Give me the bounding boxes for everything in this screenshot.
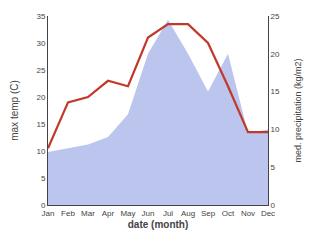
svg-text:med. precipitation (kg/m2): med. precipitation (kg/m2) <box>293 58 303 162</box>
svg-text:25: 25 <box>36 66 45 75</box>
svg-text:20: 20 <box>271 50 280 59</box>
svg-text:25: 25 <box>271 12 280 21</box>
svg-text:30: 30 <box>36 39 45 48</box>
svg-text:Oct: Oct <box>222 209 235 218</box>
svg-text:Nov: Nov <box>241 209 255 218</box>
svg-text:Apr: Apr <box>102 209 115 218</box>
svg-text:10: 10 <box>36 147 45 156</box>
svg-text:20: 20 <box>36 93 45 102</box>
svg-text:5: 5 <box>271 163 276 172</box>
svg-text:Jul: Jul <box>163 209 173 218</box>
svg-text:15: 15 <box>271 87 280 96</box>
svg-text:Jan: Jan <box>42 209 55 218</box>
svg-text:Jun: Jun <box>142 209 155 218</box>
svg-text:Mar: Mar <box>81 209 95 218</box>
svg-text:May: May <box>120 209 135 218</box>
svg-text:0: 0 <box>41 201 46 210</box>
svg-text:15: 15 <box>36 120 45 129</box>
svg-text:max temp (C): max temp (C) <box>9 80 20 141</box>
svg-text:10: 10 <box>271 125 280 134</box>
svg-text:Aug: Aug <box>181 209 195 218</box>
svg-text:5: 5 <box>41 174 46 183</box>
svg-text:0: 0 <box>271 201 276 210</box>
svg-text:35: 35 <box>36 12 45 21</box>
svg-text:Feb: Feb <box>61 209 75 218</box>
svg-text:Sep: Sep <box>201 209 216 218</box>
svg-text:date (month): date (month) <box>128 219 189 230</box>
svg-text:Dec: Dec <box>261 209 275 218</box>
